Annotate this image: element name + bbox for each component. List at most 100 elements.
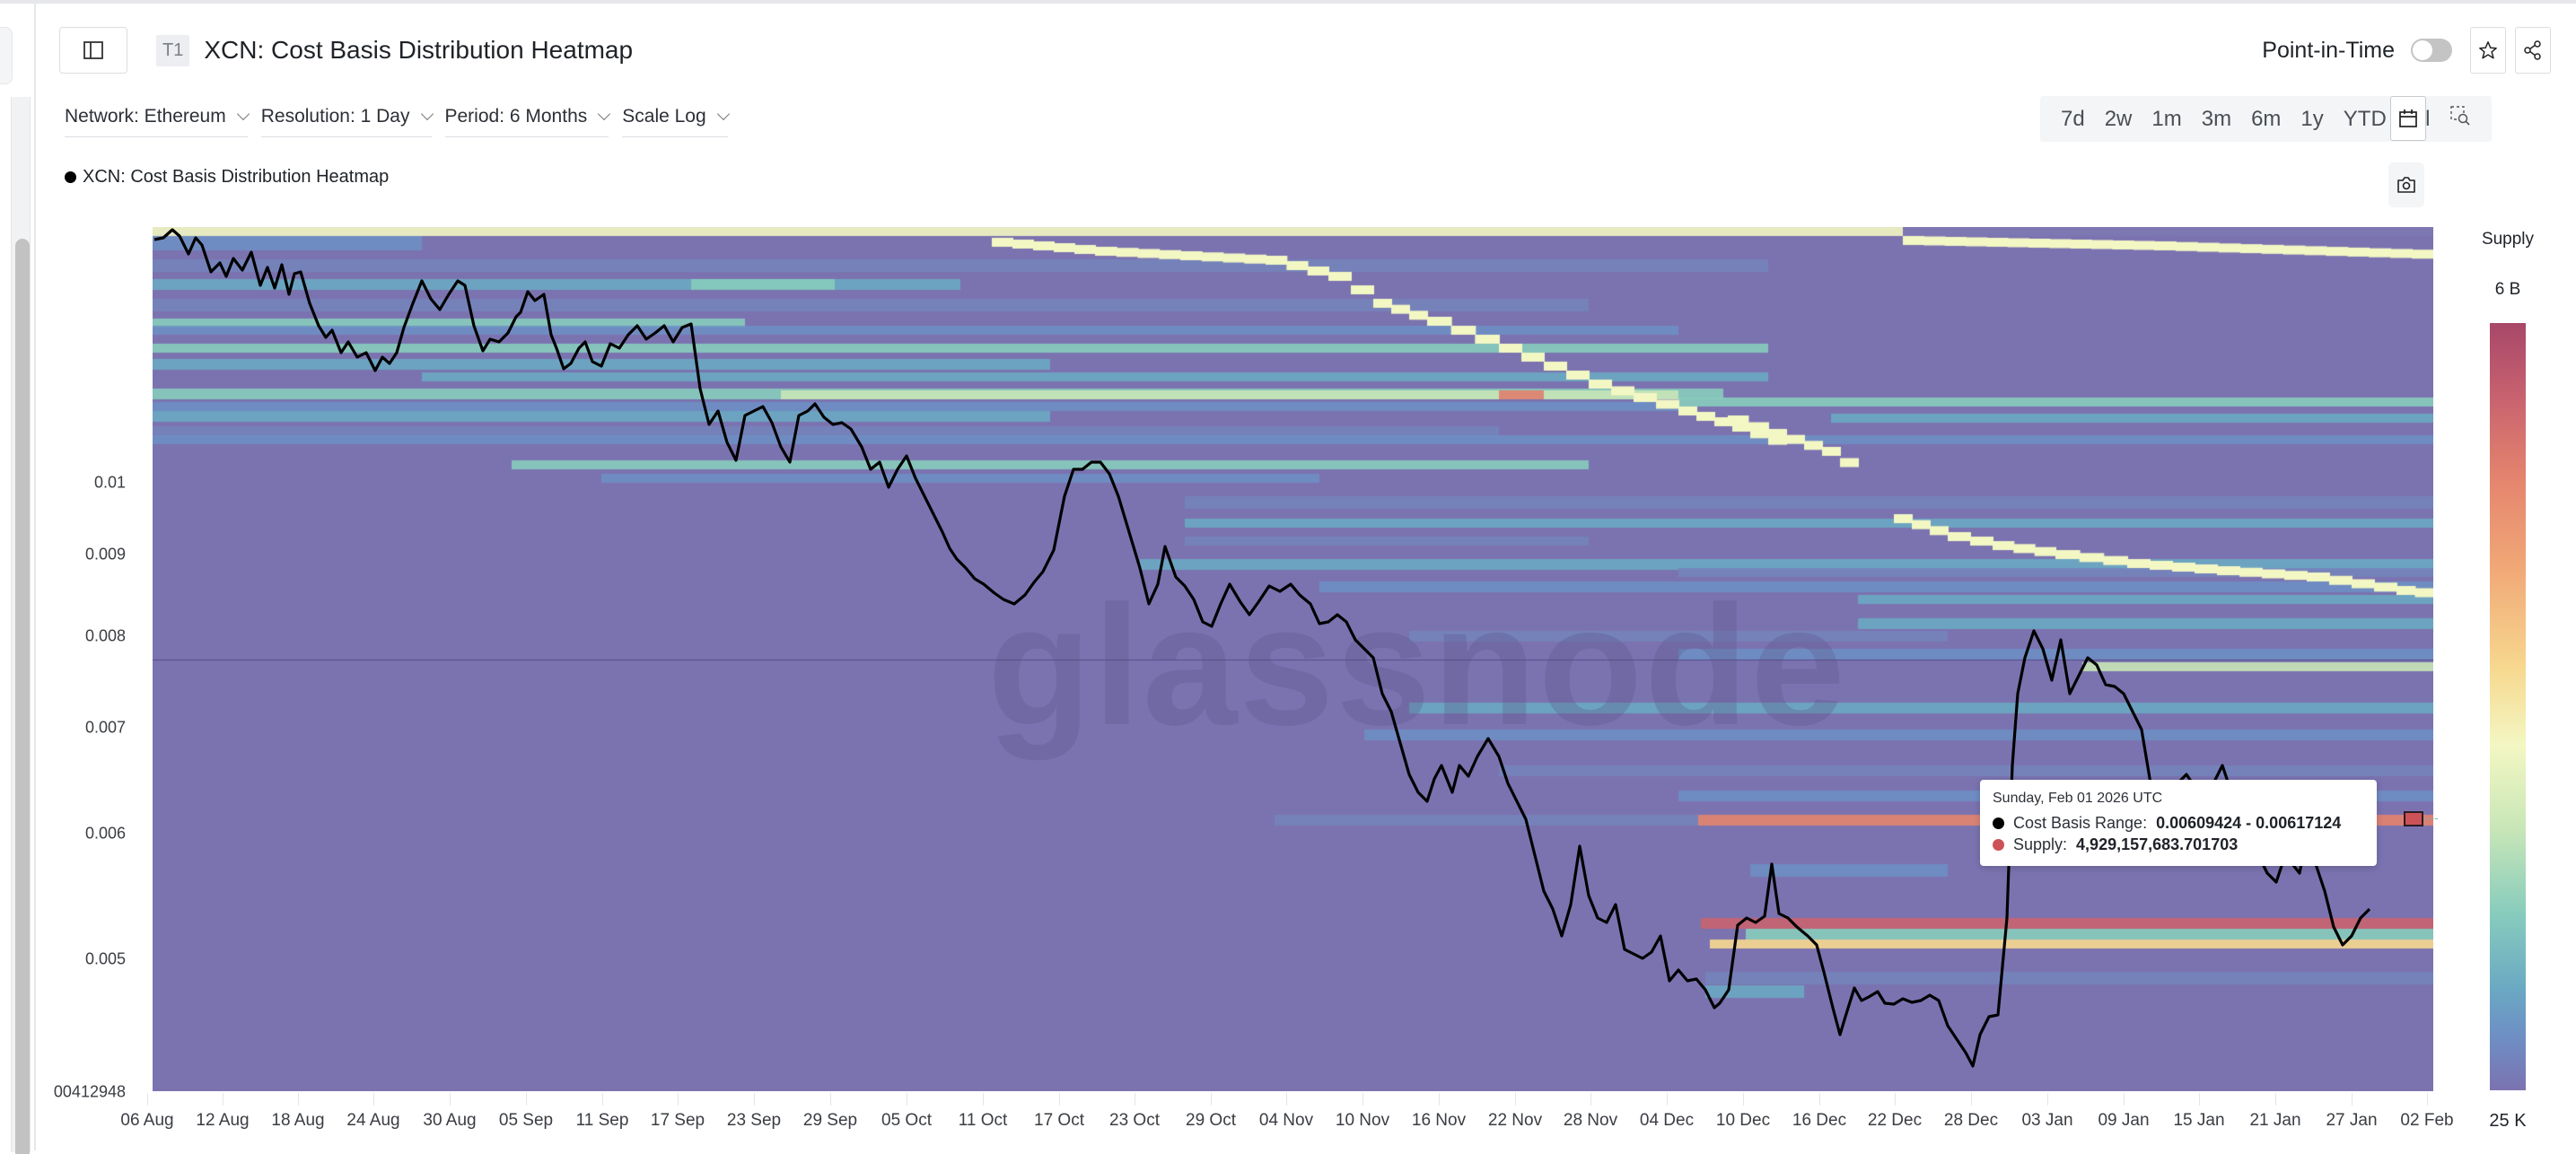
toggle-sidebar-button[interactable] [59, 27, 127, 74]
x-tick-label: 17 Sep [650, 1111, 705, 1130]
x-tick-label: 03 Jan [2021, 1111, 2073, 1130]
series-legend[interactable]: XCN: Cost Basis Distribution Heatmap [65, 167, 389, 188]
x-tick-label: 05 Sep [498, 1111, 554, 1130]
x-tick-mark [450, 1093, 451, 1106]
header-actions: Point-in-Time [2262, 27, 2551, 74]
chevron-down-icon [716, 107, 730, 121]
x-tick-mark [1059, 1093, 1060, 1106]
legend-dot-icon [65, 171, 76, 183]
network-dropdown-label: Network: Ethereum [65, 106, 226, 127]
x-tick-mark [1362, 1093, 1363, 1106]
x-tick-label: 15 Jan [2173, 1111, 2225, 1130]
x-tick-mark [2352, 1093, 2353, 1106]
tooltip-supply-row: Supply: 4,929,157,683.701703 [1993, 834, 2364, 855]
tooltip-date: Sunday, Feb 01 2026 UTC [1993, 791, 2163, 806]
x-tick-mark [754, 1093, 755, 1106]
left-sidebar-rail [0, 4, 36, 1154]
scrollbar-thumb[interactable] [15, 239, 30, 1154]
calendar-icon [2399, 109, 2417, 127]
range-2w[interactable]: 2w [2104, 106, 2133, 131]
x-tick-mark [983, 1093, 984, 1106]
legend-label: XCN: Cost Basis Distribution Heatmap [83, 167, 390, 187]
favorite-button[interactable] [2470, 27, 2506, 74]
price-line [153, 228, 2371, 1068]
resolution-dropdown-label: Resolution: 1 Day [260, 106, 410, 127]
hover-tooltip: Sunday, Feb 01 2026 UTC Cost Basis Range… [1980, 780, 2377, 866]
hover-cell-marker [2404, 811, 2423, 826]
point-in-time-label: Point-in-Time [2262, 37, 2395, 63]
share-button[interactable] [2515, 27, 2551, 74]
x-tick-mark [2427, 1093, 2428, 1106]
tooltip-range-row: Cost Basis Range: 0.00609424 - 0.0061712… [1993, 812, 2364, 834]
heatmap-canvas [153, 227, 2433, 1091]
chevron-down-icon [236, 107, 250, 121]
sidebar-panel-icon [83, 41, 103, 59]
x-tick-mark [1667, 1093, 1668, 1106]
x-tick-label: 27 Jan [2326, 1111, 2378, 1130]
x-tick-label: 22 Nov [1487, 1111, 1543, 1130]
share-icon [2524, 40, 2541, 60]
supply-dot-icon [1993, 838, 2004, 851]
screenshot-button[interactable] [2388, 162, 2424, 207]
x-tick-label: 16 Nov [1411, 1111, 1467, 1130]
camera-icon [2397, 177, 2415, 193]
tooltip-range-value: 0.00609424 - 0.00617124 [2156, 814, 2342, 832]
x-tick-label: 21 Jan [2249, 1111, 2301, 1130]
hover-crosshair-line [2423, 818, 2438, 819]
heatmap-plot-area[interactable]: glassnode [153, 227, 2433, 1091]
x-tick-label: 23 Oct [1109, 1111, 1160, 1130]
x-tick-mark [1590, 1093, 1591, 1106]
x-tick-label: 22 Dec [1867, 1111, 1923, 1130]
point-in-time-toggle[interactable] [2411, 39, 2452, 62]
chevron-down-icon [598, 107, 611, 121]
x-tick-label: 29 Oct [1186, 1111, 1236, 1130]
y-tick-label: 0.005 [84, 949, 126, 968]
period-dropdown[interactable]: Period: 6 Months [444, 106, 611, 137]
x-tick-mark [1211, 1093, 1212, 1106]
x-tick-mark [1439, 1093, 1440, 1106]
colorbar-gradient [2490, 323, 2526, 1090]
x-tick-label: 29 Sep [802, 1111, 858, 1130]
y-tick-label: 0.007 [84, 718, 126, 737]
x-tick-mark [2275, 1093, 2276, 1106]
x-tick-label: 06 Aug [120, 1111, 174, 1130]
tooltip-range-label: Cost Basis Range: [2013, 814, 2148, 832]
sidebar-collapsed-tab[interactable] [0, 27, 13, 84]
x-tick-mark [147, 1093, 148, 1106]
x-tick-label: 28 Dec [1943, 1111, 1999, 1130]
resolution-dropdown[interactable]: Resolution: 1 Day [260, 106, 434, 137]
x-tick-label: 04 Nov [1258, 1111, 1314, 1130]
toggle-knob [2413, 40, 2432, 60]
filter-bar: Network: Ethereum Resolution: 1 Day Peri… [65, 106, 730, 137]
x-tick-mark [602, 1093, 603, 1106]
x-tick-label: 28 Nov [1563, 1111, 1618, 1130]
range-3m[interactable]: 3m [2201, 106, 2232, 131]
range-7d[interactable]: 7d [2061, 106, 2085, 131]
y-tick-label: 0.008 [84, 626, 126, 645]
x-tick-label: 05 Oct [881, 1111, 932, 1130]
x-tick-mark [298, 1093, 299, 1106]
range-6m[interactable]: 6m [2251, 106, 2282, 131]
range-ytd[interactable]: YTD [2343, 106, 2387, 131]
x-tick-mark [1743, 1093, 1744, 1106]
x-tick-mark [830, 1093, 831, 1106]
x-tick-mark [1515, 1093, 1516, 1106]
range-1y[interactable]: 1y [2300, 106, 2324, 131]
colorbar-min-label: 25 K [2489, 1111, 2527, 1131]
scale-dropdown-label: Scale Log [622, 106, 706, 127]
zoom-select-button[interactable] [2440, 105, 2481, 133]
scale-dropdown[interactable]: Scale Log [622, 106, 730, 137]
price-line-chart [153, 228, 2371, 1068]
x-tick-label: 11 Sep [575, 1111, 629, 1130]
x-tick-mark [1286, 1093, 1287, 1106]
x-tick-mark [1895, 1093, 1896, 1106]
x-tick-label: 11 Oct [958, 1111, 1008, 1130]
date-picker-button[interactable] [2390, 96, 2426, 141]
x-tick-label: 24 Aug [346, 1111, 400, 1130]
top-border [0, 0, 2576, 4]
range-1m[interactable]: 1m [2151, 106, 2182, 131]
x-tick-label: 23 Sep [726, 1111, 782, 1130]
network-dropdown[interactable]: Network: Ethereum [65, 106, 250, 137]
x-tick-mark [1819, 1093, 1820, 1106]
tier-badge: T1 [156, 34, 190, 66]
